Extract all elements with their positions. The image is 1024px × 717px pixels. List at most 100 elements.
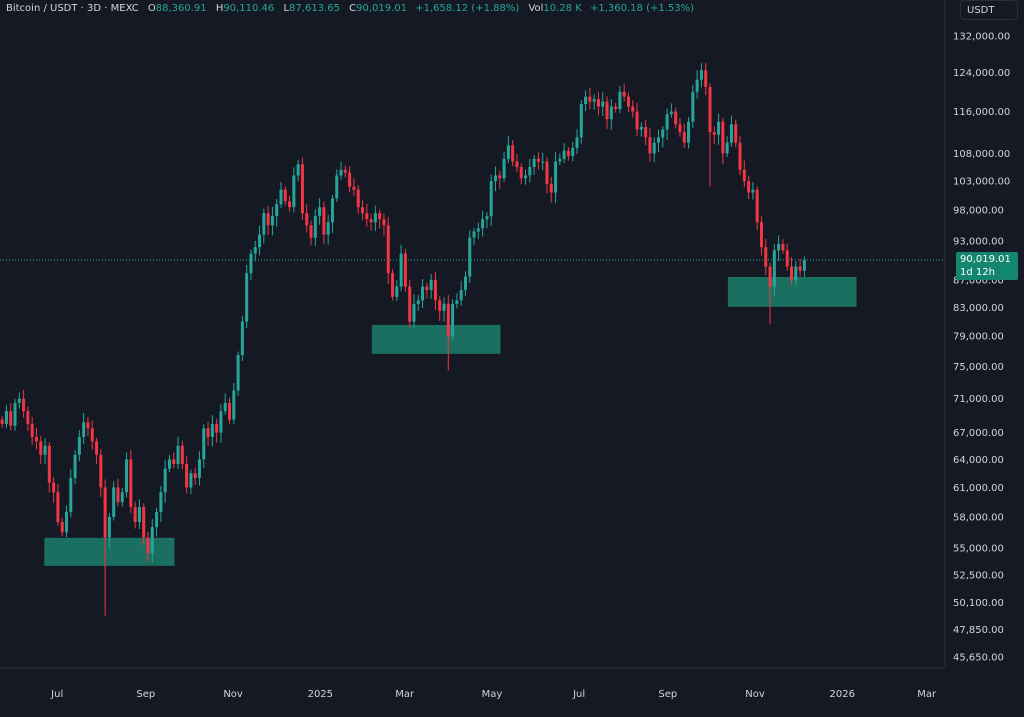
candle-body: [596, 99, 600, 107]
candle-body: [648, 137, 652, 154]
price-tick-label: 47,850.00: [953, 625, 1004, 636]
candle-body: [571, 147, 575, 157]
candle-body: [639, 126, 643, 130]
candle-body: [481, 219, 485, 229]
price-tick-label: 98,000.00: [953, 206, 1004, 217]
candle-body: [99, 454, 103, 488]
candle-body: [485, 216, 489, 220]
low-label: L: [283, 3, 290, 14]
open-label: O: [147, 3, 156, 14]
candle-body: [605, 101, 609, 120]
candle-body: [167, 459, 171, 469]
candle-body: [511, 145, 515, 162]
candle-body: [682, 132, 686, 143]
candle-body: [318, 207, 322, 217]
candle-body: [339, 169, 343, 176]
candle-body: [107, 516, 111, 538]
price-tick-label: 79,000.00: [953, 332, 1004, 343]
candle-body: [270, 216, 274, 226]
time-tick-label: May: [482, 689, 503, 700]
symbol-title[interactable]: Bitcoin / USDT · 3D · MEXC: [6, 3, 139, 14]
candle-body: [26, 411, 30, 424]
candle-body: [361, 207, 365, 214]
candle-body: [717, 121, 721, 135]
candle-body: [712, 132, 716, 135]
candle-body: [292, 175, 296, 208]
candle-body: [373, 213, 377, 223]
candle-body: [403, 253, 407, 287]
candle-body: [768, 266, 772, 287]
candle-body: [378, 213, 382, 220]
symbol-legend: Bitcoin / USDT · 3D · MEXC O88,360.91 H9…: [6, 3, 694, 14]
candle-body: [747, 181, 751, 193]
candle-body: [558, 158, 562, 162]
candle-body: [103, 487, 107, 538]
candle-body: [356, 189, 360, 208]
candle-body: [279, 189, 283, 205]
price-tick-label: 45,650.00: [953, 653, 1004, 664]
candle-body: [421, 286, 425, 301]
candle-body: [399, 253, 403, 287]
candle-body: [575, 137, 579, 148]
time-tick-label: Jul: [50, 689, 63, 700]
price-tick-label: 83,000.00: [953, 303, 1004, 314]
candle-body: [506, 145, 510, 159]
candle-body: [202, 428, 206, 460]
candle-body: [777, 243, 781, 251]
candle-body: [695, 79, 699, 92]
candle-body: [326, 222, 330, 235]
candle-body: [755, 189, 759, 223]
candle-body: [189, 473, 193, 488]
candle-body: [236, 355, 240, 391]
candle-body: [232, 390, 236, 420]
candle-body: [489, 181, 493, 217]
time-tick-label: 2026: [830, 689, 855, 700]
candle-body: [545, 161, 549, 184]
candle-body: [588, 96, 592, 102]
candle-body: [142, 506, 146, 538]
candle-body: [579, 104, 583, 138]
candle-body: [69, 477, 73, 512]
candle-body: [335, 175, 339, 199]
candle-body: [219, 411, 223, 433]
candle-body: [790, 266, 794, 280]
low-value: 87,613.65: [289, 3, 340, 14]
candle-body: [725, 142, 729, 154]
candle-body: [463, 276, 467, 290]
candle-body: [330, 198, 334, 223]
candle-body: [155, 511, 159, 528]
candle-body: [802, 259, 806, 271]
candle-body: [601, 101, 605, 107]
candle-body: [476, 228, 480, 232]
bar-countdown: 1d 12h: [960, 267, 995, 278]
candle-body: [95, 441, 99, 455]
candle-body: [60, 522, 64, 533]
candle-body: [536, 158, 540, 162]
candle-body: [734, 124, 738, 143]
currency-button[interactable]: USDT: [960, 0, 1018, 20]
price-tick-label: 71,000.00: [953, 394, 1004, 405]
candle-body: [433, 279, 437, 301]
time-tick-label: Jul: [572, 689, 585, 700]
candle-body: [408, 286, 412, 322]
candle-body: [365, 213, 369, 220]
candle-body: [150, 527, 154, 554]
candle-body: [275, 204, 279, 217]
candle-body: [541, 161, 545, 163]
candle-body: [43, 445, 47, 455]
candle-body: [352, 186, 356, 190]
price-tick-label: 61,000.00: [953, 483, 1004, 494]
candle-body: [395, 286, 399, 297]
open-value: 88,360.91: [155, 3, 207, 14]
candle-body: [313, 216, 317, 238]
candle-body: [90, 428, 94, 442]
candle-body: [644, 126, 648, 138]
candle-body: [759, 222, 763, 248]
candle-body: [798, 266, 802, 271]
candle-body: [137, 506, 141, 523]
candle-body: [425, 286, 429, 290]
candle-body: [309, 225, 313, 238]
candle-body: [17, 398, 21, 403]
candle-body: [704, 70, 708, 87]
